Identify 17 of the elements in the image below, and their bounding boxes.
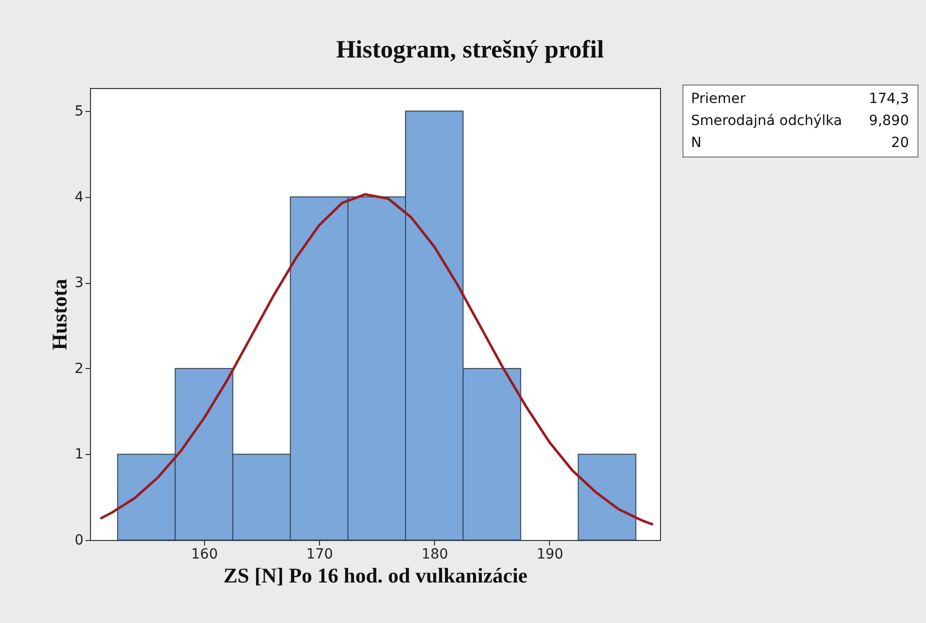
y-axis-title: Hustota: [48, 278, 72, 350]
text: Smerodajná odchýlka 9,890: [691, 113, 909, 129]
chart-title: Histogram, strešný profil: [336, 36, 604, 64]
y-tick-label: 4: [74, 189, 84, 206]
y-tick-label: 3: [74, 275, 84, 292]
text: Priemer 174,3: [691, 91, 909, 107]
x-tick-label: 170: [306, 546, 334, 562]
line-series: [99, 193, 654, 526]
x-tick-label: 190: [536, 546, 564, 562]
y-tick-label: 0: [74, 532, 84, 548]
x-axis-title: ZS [N] Po 16 hod. od vulkanizácie: [224, 564, 528, 588]
y-tick-label: 5: [74, 104, 84, 120]
text: N 20: [691, 135, 909, 151]
y-tick-label: 2: [74, 360, 84, 377]
x-tick-label: 180: [421, 546, 448, 562]
y-tick-label: 1: [74, 446, 84, 463]
x-tick-label: 160: [191, 546, 218, 562]
